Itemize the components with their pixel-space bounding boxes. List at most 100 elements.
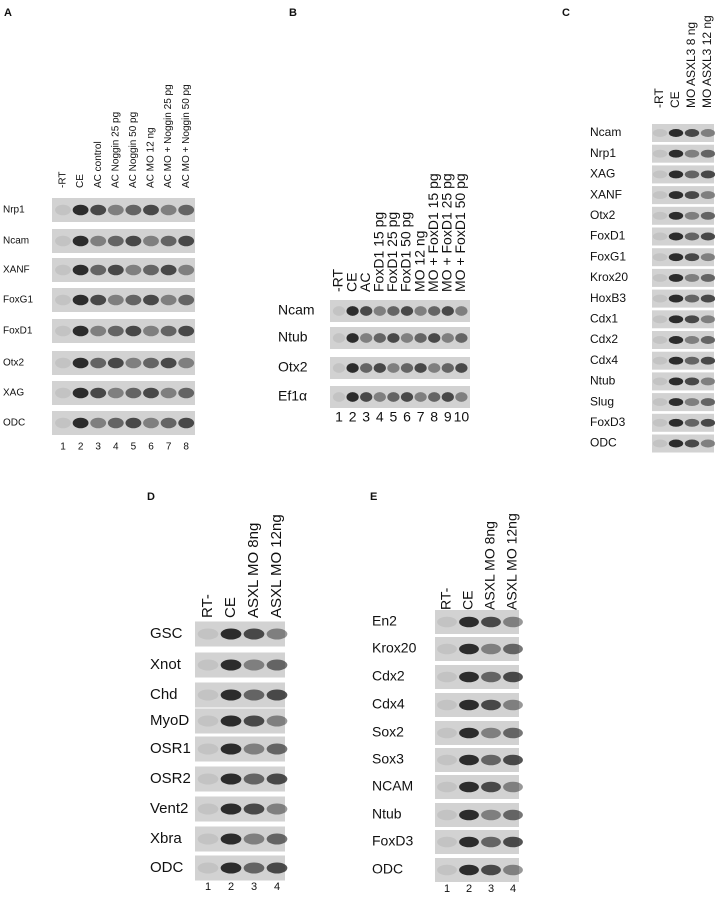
band	[220, 743, 242, 755]
lane-number: 1	[335, 409, 343, 425]
band	[668, 398, 684, 407]
band	[266, 659, 288, 671]
lane-number: 3	[362, 409, 370, 425]
band	[220, 803, 242, 815]
band	[668, 439, 684, 448]
band	[668, 253, 684, 262]
lane-number: 4	[376, 409, 384, 425]
gene-label: Otx2	[590, 208, 616, 222]
band	[178, 387, 195, 399]
lane-number: 9	[444, 409, 452, 425]
band	[684, 418, 700, 427]
band	[360, 333, 373, 343]
band	[90, 417, 107, 429]
gene-label: Nrp1	[590, 146, 616, 160]
band	[125, 204, 142, 216]
band	[700, 149, 715, 158]
band	[160, 387, 177, 399]
band	[652, 439, 668, 448]
gene-label: Sox2	[372, 724, 404, 740]
band	[160, 264, 177, 276]
band	[700, 418, 715, 427]
band	[481, 836, 501, 848]
lane-header: MO 12 ng	[411, 231, 427, 292]
band	[684, 170, 700, 179]
band	[55, 417, 71, 429]
gene-label: Krox20	[590, 270, 628, 284]
lane-header: MO + FoxD1 50 pg	[452, 173, 468, 292]
panel: A -RT CE AC control AC Noggin 25 pg AC Noggin…	[3, 7, 195, 453]
band	[400, 306, 414, 316]
band	[143, 294, 159, 306]
band	[668, 273, 684, 282]
band	[266, 833, 288, 845]
band	[197, 833, 219, 845]
band	[400, 333, 414, 343]
band	[700, 253, 715, 262]
band	[266, 689, 288, 701]
lane-number: 5	[131, 442, 137, 453]
band	[387, 306, 400, 316]
band	[160, 204, 177, 216]
lane-number: 1	[444, 883, 450, 895]
band	[160, 294, 177, 306]
band	[90, 387, 107, 399]
band	[178, 204, 195, 216]
band	[125, 235, 142, 247]
gene-label: MyoD	[150, 712, 189, 729]
gene-label: ODC	[3, 418, 25, 429]
gene-label: Ncam	[3, 236, 29, 247]
gene-label: Otx2	[3, 358, 25, 369]
band	[72, 357, 89, 369]
lane-number: 2	[228, 881, 234, 893]
gene-label: ODC	[150, 859, 184, 876]
band	[107, 294, 124, 306]
band	[652, 232, 668, 241]
band	[243, 833, 265, 845]
band	[459, 836, 479, 848]
panel-label: E	[370, 491, 377, 503]
lane-number: 4	[274, 881, 280, 893]
band	[125, 264, 142, 276]
band	[459, 616, 479, 628]
band	[459, 643, 479, 655]
band	[428, 306, 441, 316]
band	[455, 333, 468, 343]
band	[197, 689, 219, 701]
gene-label: Vent2	[150, 800, 188, 817]
band	[700, 191, 715, 200]
lane-header: ASXL MO 12ng	[504, 513, 520, 610]
band	[220, 689, 242, 701]
band	[178, 264, 195, 276]
band	[437, 727, 457, 739]
lane-header: AC Noggin 50 pg	[128, 112, 139, 188]
lane-number: 6	[403, 409, 411, 425]
band	[90, 294, 107, 306]
band	[266, 773, 288, 785]
gene-label: Sox3	[372, 751, 404, 767]
lane-header: ASXL MO 8ng	[482, 521, 498, 610]
panel: D RT- CE ASXL MO 8ng ASXL MO 12ng GSC Xnot Chd M…	[147, 491, 288, 893]
panel: C -RT CE MO ASXL3 8 ng MO ASXL3 12 ng Ncam Nrp…	[562, 7, 715, 453]
band	[107, 204, 124, 216]
lane-header: CE	[460, 591, 476, 610]
lane-header: AC	[357, 273, 373, 292]
band	[684, 315, 700, 324]
lane-header: AC MO 12 ng	[146, 127, 157, 188]
band	[503, 643, 523, 655]
band	[700, 294, 715, 303]
gene-label: Ef1α	[278, 388, 307, 404]
lane-number: 5	[390, 409, 398, 425]
gene-label: XAG	[3, 388, 24, 399]
band	[441, 392, 454, 402]
band	[437, 864, 457, 876]
band	[72, 294, 89, 306]
band	[481, 809, 501, 821]
band	[684, 356, 700, 365]
lane-header: -RT	[652, 88, 666, 108]
band	[414, 306, 427, 316]
gene-label: OSR2	[150, 770, 191, 787]
band	[197, 773, 219, 785]
lane-number: 3	[95, 442, 101, 453]
band	[332, 333, 346, 343]
